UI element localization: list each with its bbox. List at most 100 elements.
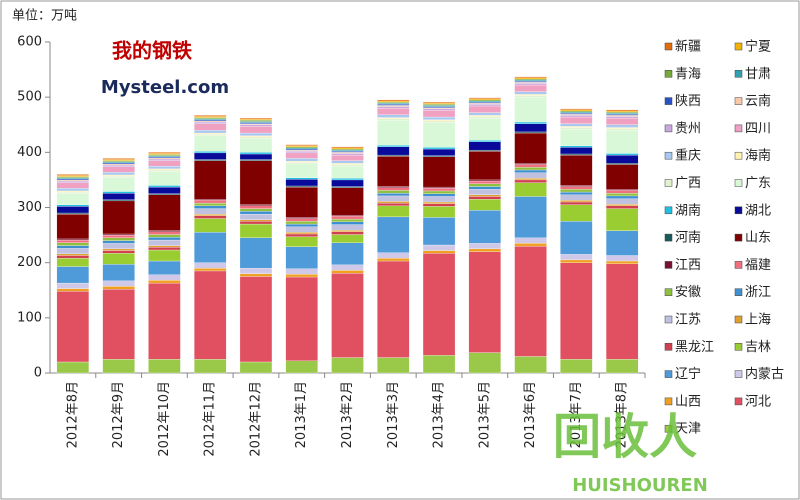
- bar-segment: [422, 101, 456, 104]
- bar-segment: [285, 148, 318, 151]
- bar-segment: [514, 83, 547, 86]
- bar-segment: [514, 123, 547, 133]
- x-tick-label: 2013年2月: [340, 381, 355, 448]
- legend-label: 湖南: [675, 202, 701, 218]
- bar-segment: [560, 109, 593, 112]
- bar-segment: [331, 357, 364, 374]
- bar-segment: [102, 161, 135, 163]
- bar-segment: [148, 282, 181, 360]
- bar-segment: [377, 195, 410, 202]
- bar-segment: [331, 270, 364, 274]
- legend-label: 河南: [675, 230, 701, 246]
- bar-segment: [148, 186, 181, 194]
- legend-swatch: [664, 370, 673, 378]
- bar-segment: [102, 234, 135, 238]
- bar-segment: [605, 163, 639, 165]
- x-tick-label: 2012年10月: [157, 381, 172, 457]
- bar-segment: [102, 359, 135, 374]
- legend-swatch: [734, 288, 743, 296]
- bar-segment: [102, 237, 135, 241]
- bar-segment: [239, 204, 273, 206]
- bar-segment: [194, 199, 227, 201]
- bar-segment: [102, 164, 135, 167]
- bar-segment: [56, 248, 90, 254]
- bar-segment: [56, 176, 90, 178]
- x-tick-label: 2013年7月: [569, 381, 584, 448]
- x-tick-label: 2013年5月: [477, 381, 492, 448]
- bar-segment: [56, 175, 90, 177]
- bar-segment: [148, 156, 181, 159]
- legend-label: 山东: [745, 231, 771, 246]
- bar-segment: [514, 356, 547, 374]
- bar-segment: [56, 213, 90, 240]
- bar-segment: [377, 108, 410, 115]
- bar-segment: [56, 242, 90, 246]
- bar-segment: [285, 218, 318, 222]
- legend-swatch: [664, 124, 673, 133]
- bar-segment: [605, 127, 639, 129]
- bar-segment: [285, 360, 318, 374]
- bar-segment: [148, 230, 181, 232]
- bar-segment: [194, 213, 227, 216]
- bar-segment: [605, 260, 639, 264]
- bar-segment: [194, 215, 227, 219]
- bar-segment: [194, 262, 227, 269]
- bar-segment: [422, 110, 456, 118]
- bar-segment: [194, 218, 227, 233]
- bar-segment: [468, 103, 501, 105]
- bar-segment: [468, 180, 501, 184]
- bar-segment: [514, 182, 547, 197]
- bar-segment: [56, 188, 90, 192]
- bar-segment: [377, 118, 410, 121]
- bar-segment: [148, 274, 181, 281]
- bar-segment: [468, 189, 501, 195]
- bar-segment: [148, 231, 181, 235]
- y-tick-label: 100: [17, 310, 42, 325]
- bar-segment: [468, 105, 501, 113]
- bar-segment: [331, 151, 364, 153]
- bar-segment: [560, 359, 593, 374]
- bar-segment: [468, 115, 501, 117]
- bar-segment: [422, 105, 456, 107]
- bar-segment: [194, 121, 227, 124]
- bar-segment: [377, 201, 410, 204]
- bar-segment: [560, 254, 593, 261]
- bar-segment: [377, 103, 410, 105]
- bar-segment: [331, 221, 364, 225]
- bar-segment: [148, 165, 181, 170]
- bar-segment: [102, 286, 135, 290]
- bar-segment: [605, 164, 639, 190]
- bar-segment: [422, 155, 456, 157]
- bar-segment: [194, 116, 227, 118]
- y-tick-label: 0: [34, 366, 42, 381]
- bar-segment: [514, 172, 547, 179]
- bar-segment: [285, 152, 318, 159]
- bar-segment: [194, 151, 227, 154]
- bar-segment: [285, 177, 318, 180]
- legend-label: 吉林: [745, 340, 771, 355]
- bar-segment: [148, 194, 181, 231]
- bar-segment: [605, 153, 639, 156]
- bar-segment: [239, 132, 273, 136]
- bar-segment: [148, 260, 181, 275]
- legend-label: 辽宁: [675, 366, 701, 382]
- y-tick-label: 500: [17, 90, 42, 105]
- bar-segment: [560, 194, 593, 201]
- bar-segment: [194, 120, 227, 123]
- legend-swatch: [734, 151, 743, 160]
- bar-segment: [102, 174, 135, 177]
- bar-segment: [285, 147, 318, 150]
- bar-segment: [285, 144, 318, 146]
- bar-segment: [285, 149, 318, 152]
- bar-segment: [605, 116, 639, 119]
- bar-segment: [605, 114, 639, 116]
- bar-segment: [605, 109, 639, 112]
- bar-segment: [422, 156, 456, 188]
- bar-segment: [560, 191, 593, 195]
- bar-segment: [56, 288, 90, 292]
- bar-segment: [331, 178, 364, 181]
- bar-segment: [239, 119, 273, 121]
- legend-label: 上海: [745, 313, 771, 328]
- logo-en: Mysteel.com: [101, 77, 229, 98]
- bar-segment: [148, 359, 181, 374]
